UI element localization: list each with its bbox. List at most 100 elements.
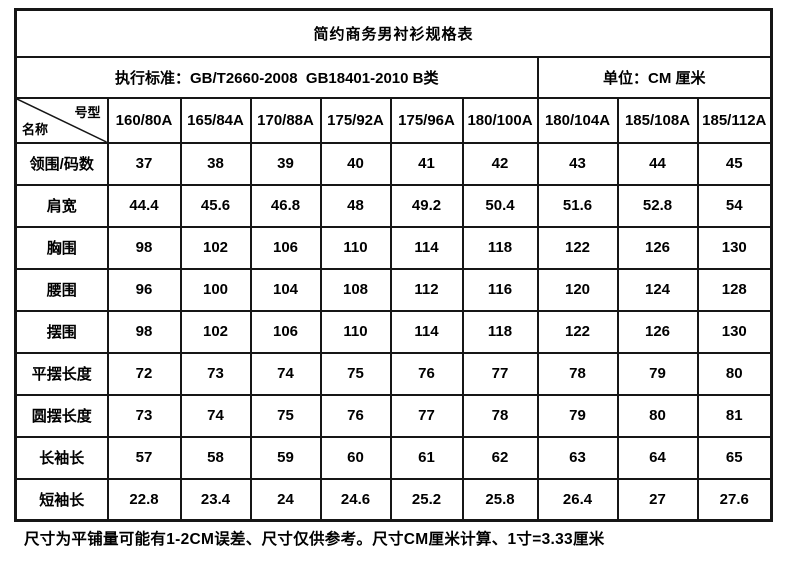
value-cell: 78	[461, 393, 539, 438]
meta-row: 执行标准：GB/T2660-2008 GB18401-2010 B类 单位：CM…	[14, 55, 773, 99]
table-row: 腰围 96 100 104 108 112 116 120 124 128	[14, 267, 773, 312]
value-cell: 79	[616, 351, 699, 396]
value-cell: 96	[106, 267, 182, 312]
value-cell: 65	[696, 435, 773, 480]
table-row: 领围/码数 37 38 39 40 41 42 43 44 45	[14, 141, 773, 186]
value-cell: 26.4	[536, 477, 619, 522]
value-cell: 76	[319, 393, 392, 438]
value-cell: 24	[249, 477, 322, 522]
value-cell: 130	[696, 225, 773, 270]
value-cell: 40	[319, 141, 392, 186]
value-cell: 51.6	[536, 183, 619, 228]
diagonal-divider-line	[17, 99, 107, 142]
value-cell: 122	[536, 225, 619, 270]
size-column-header: 165/84A	[179, 96, 252, 144]
value-cell: 98	[106, 225, 182, 270]
value-cell: 100	[179, 267, 252, 312]
value-cell: 48	[319, 183, 392, 228]
size-column-header: 180/100A	[461, 96, 539, 144]
value-cell: 46.8	[249, 183, 322, 228]
size-column-header: 185/108A	[616, 96, 699, 144]
value-cell: 110	[319, 309, 392, 354]
row-label: 圆摆长度	[14, 393, 109, 438]
value-cell: 78	[536, 351, 619, 396]
value-cell: 37	[106, 141, 182, 186]
value-cell: 23.4	[179, 477, 252, 522]
row-label: 短袖长	[14, 477, 109, 522]
table-row: 圆摆长度 73 74 75 76 77 78 79 80 81	[14, 393, 773, 438]
value-cell: 61	[389, 435, 464, 480]
value-cell: 45	[696, 141, 773, 186]
row-label: 肩宽	[14, 183, 109, 228]
value-cell: 63	[536, 435, 619, 480]
value-cell: 118	[461, 309, 539, 354]
value-cell: 102	[179, 225, 252, 270]
value-cell: 25.2	[389, 477, 464, 522]
value-cell: 110	[319, 225, 392, 270]
table-row: 肩宽 44.4 45.6 46.8 48 49.2 50.4 51.6 52.8 54	[14, 183, 773, 228]
value-cell: 57	[106, 435, 182, 480]
value-cell: 122	[536, 309, 619, 354]
value-cell: 75	[249, 393, 322, 438]
table-row: 平摆长度 72 73 74 75 76 77 78 79 80	[14, 351, 773, 396]
size-column-header: 170/88A	[249, 96, 322, 144]
value-cell: 73	[106, 393, 182, 438]
size-column-header: 160/80A	[106, 96, 182, 144]
row-label: 平摆长度	[14, 351, 109, 396]
corner-label-size-type: 号型	[74, 104, 101, 120]
table-row: 摆围 98 102 106 110 114 118 122 126 130	[14, 309, 773, 354]
value-cell: 25.8	[461, 477, 539, 522]
value-cell: 108	[319, 267, 392, 312]
value-cell: 106	[249, 225, 322, 270]
page-title: 简约商务男衬衫规格表	[14, 8, 773, 58]
value-cell: 72	[106, 351, 182, 396]
row-label: 胸围	[14, 225, 109, 270]
value-cell: 52.8	[616, 183, 699, 228]
value-cell: 102	[179, 309, 252, 354]
execution-standard-cell: 执行标准：GB/T2660-2008 GB18401-2010 B类	[14, 55, 539, 99]
value-cell: 106	[249, 309, 322, 354]
size-column-header: 185/112A	[696, 96, 773, 144]
value-cell: 104	[249, 267, 322, 312]
value-cell: 62	[461, 435, 539, 480]
title-row: 简约商务男衬衫规格表	[14, 8, 773, 58]
value-cell: 75	[319, 351, 392, 396]
value-cell: 45.6	[179, 183, 252, 228]
value-cell: 38	[179, 141, 252, 186]
value-cell: 77	[461, 351, 539, 396]
value-cell: 77	[389, 393, 464, 438]
size-column-header: 175/92A	[319, 96, 392, 144]
value-cell: 114	[389, 309, 464, 354]
size-column-header: 175/96A	[389, 96, 464, 144]
value-cell: 128	[696, 267, 773, 312]
value-cell: 80	[696, 351, 773, 396]
value-cell: 130	[696, 309, 773, 354]
value-cell: 81	[696, 393, 773, 438]
value-cell: 114	[389, 225, 464, 270]
corner-label-name: 名称	[22, 121, 49, 137]
value-cell: 80	[616, 393, 699, 438]
value-cell: 54	[696, 183, 773, 228]
value-cell: 73	[179, 351, 252, 396]
row-label: 长袖长	[14, 435, 109, 480]
value-cell: 74	[249, 351, 322, 396]
value-cell: 118	[461, 225, 539, 270]
table-row: 长袖长 57 58 59 60 61 62 63 64 65	[14, 435, 773, 480]
value-cell: 44.4	[106, 183, 182, 228]
value-cell: 27	[616, 477, 699, 522]
table-row: 短袖长 22.8 23.4 24 24.6 25.2 25.8 26.4 27 27.6	[14, 477, 773, 522]
value-cell: 41	[389, 141, 464, 186]
value-cell: 59	[249, 435, 322, 480]
value-cell: 124	[616, 267, 699, 312]
row-label: 腰围	[14, 267, 109, 312]
value-cell: 76	[389, 351, 464, 396]
value-cell: 98	[106, 309, 182, 354]
size-header-row: 号型 名称 160/80A 165/84A 170/88A 175/92A 175/96…	[14, 96, 773, 144]
value-cell: 64	[616, 435, 699, 480]
value-cell: 58	[179, 435, 252, 480]
value-cell: 43	[536, 141, 619, 186]
value-cell: 39	[249, 141, 322, 186]
row-label: 摆围	[14, 309, 109, 354]
value-cell: 112	[389, 267, 464, 312]
